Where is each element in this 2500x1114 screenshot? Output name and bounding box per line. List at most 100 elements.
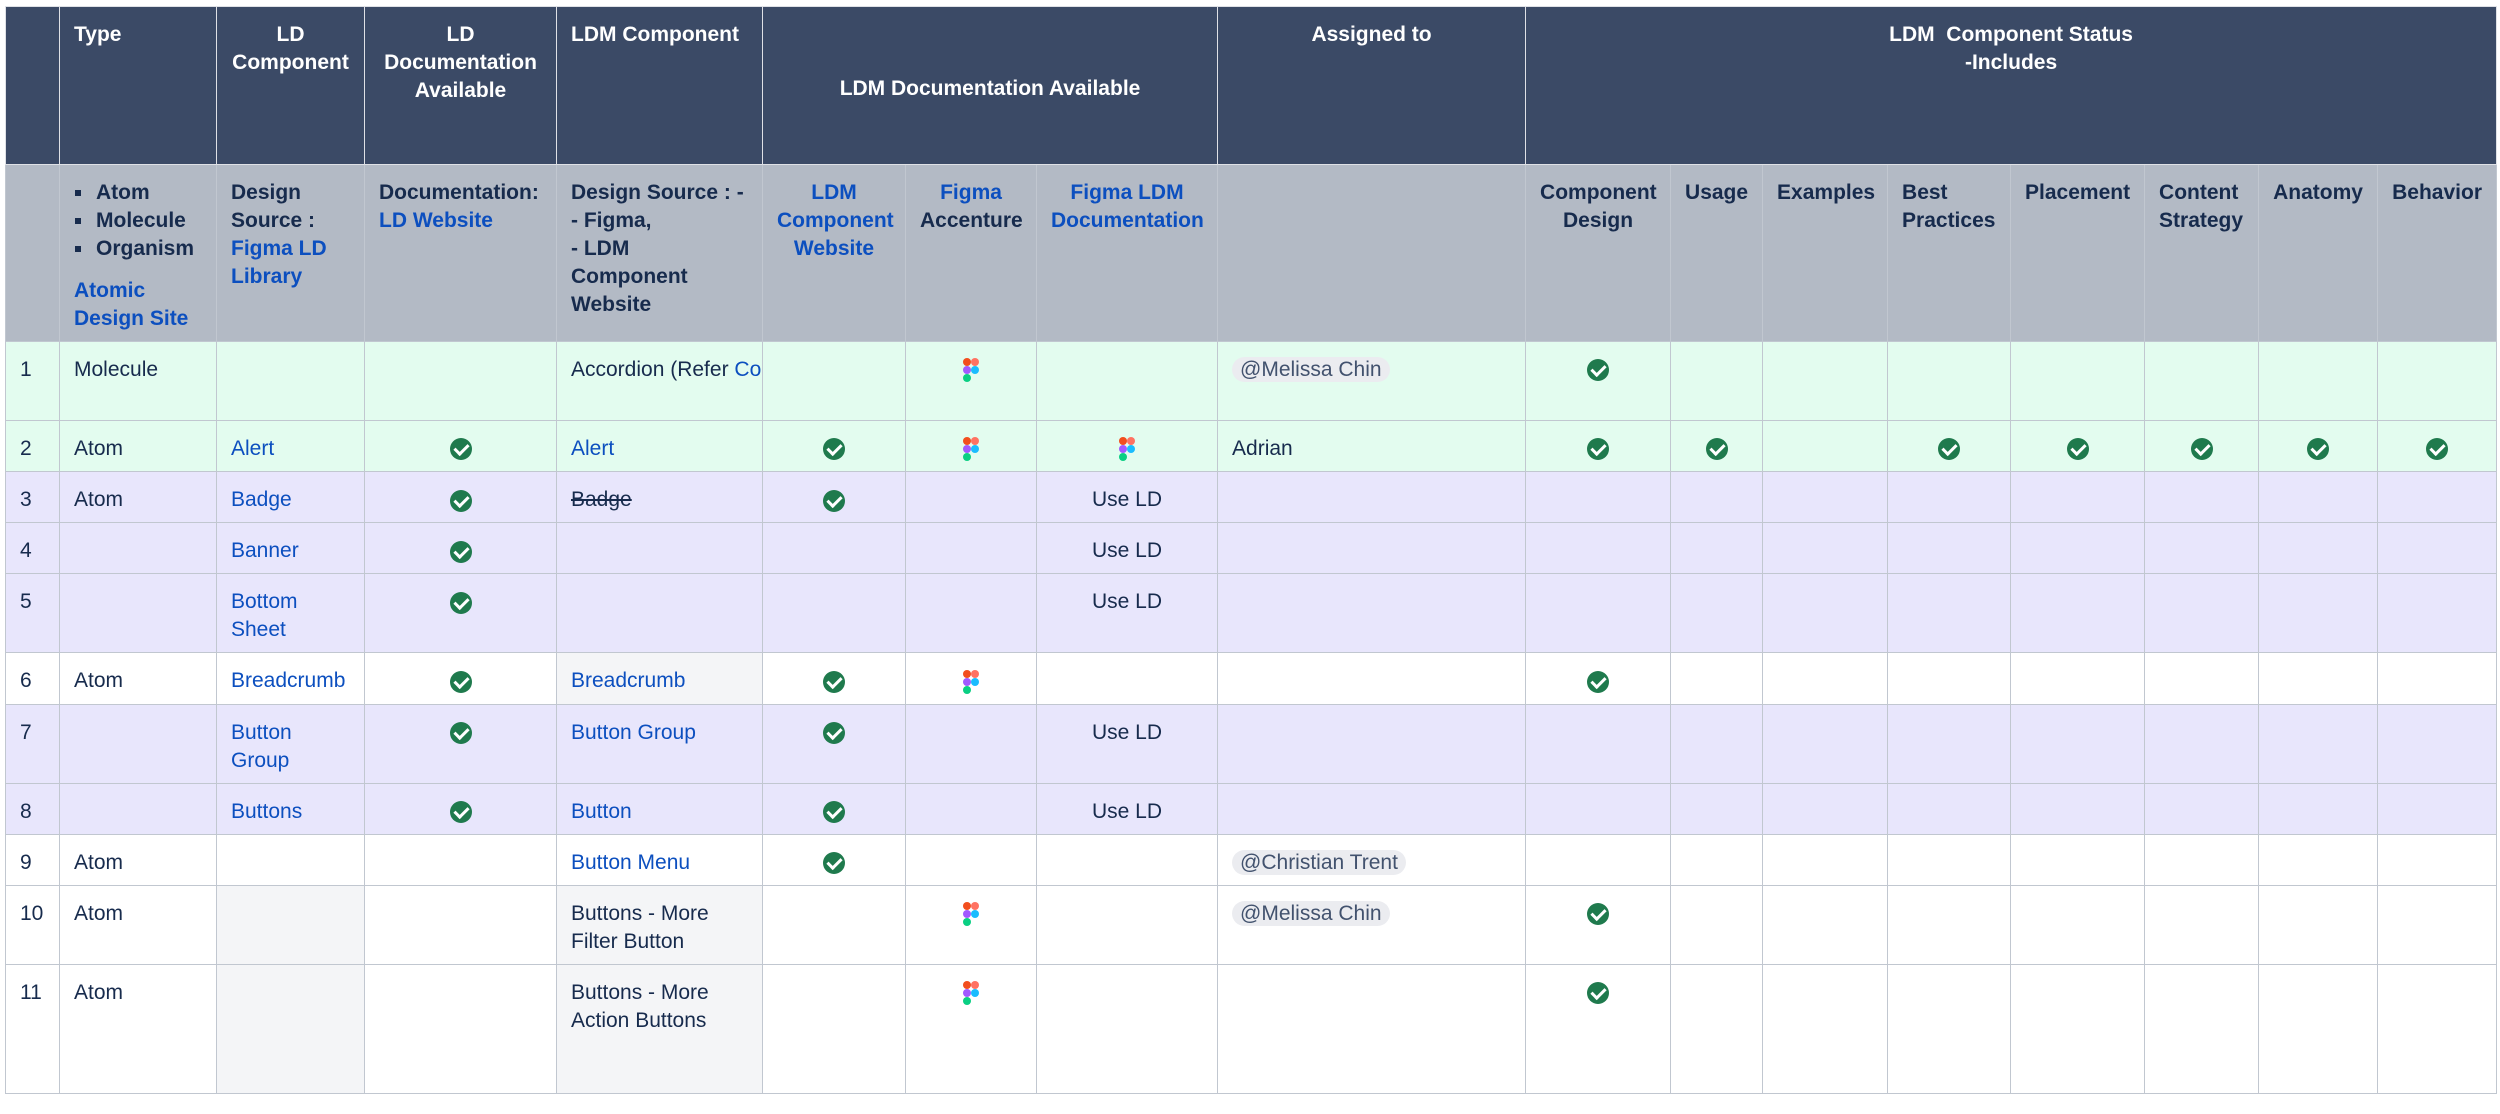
row-number: 5 <box>5 573 60 654</box>
check-circle-icon <box>823 852 845 875</box>
row-ldm-component: Button <box>556 782 763 835</box>
row-type <box>59 573 217 654</box>
row-ld-component: Breadcrumb <box>216 652 365 705</box>
component-status-table: Type LD Component LD Documentation Avail… <box>5 6 2498 1094</box>
row-component-design <box>1525 884 1672 965</box>
ldm-component-website-link[interactable]: LDM Component Website <box>777 181 894 260</box>
row-assigned: @Melissa Chin <box>1217 884 1527 965</box>
header-type: Type <box>59 6 217 165</box>
header-ldm-documentation: LDM Documentation Available <box>761 6 1219 165</box>
ldm-link[interactable]: Button Group <box>571 720 696 744</box>
table-row: 8 Buttons Button Use LD <box>5 782 2498 835</box>
ldm-link[interactable]: Button Menu <box>571 850 691 874</box>
row-figma <box>905 341 1037 421</box>
subheader-placement: Placement <box>2010 164 2146 342</box>
ld-link[interactable]: Breadcrumb <box>231 669 346 693</box>
row-ldm-component: Badge <box>556 471 763 524</box>
subheader-anatomy: Anatomy <box>2258 164 2379 342</box>
row-ld-doc <box>364 703 557 784</box>
row-ld-component: Banner <box>216 522 365 575</box>
row-ld-component <box>216 341 365 421</box>
figma-icon[interactable] <box>963 435 979 463</box>
check-circle-icon <box>823 438 845 461</box>
subheader-examples: Examples <box>1762 164 1889 342</box>
row-assigned: @Christian Trent <box>1217 833 1527 886</box>
header-assigned-to: Assigned to <box>1217 6 1527 165</box>
ld-link[interactable]: Button Group <box>231 720 292 772</box>
figma-icon[interactable] <box>1119 435 1136 463</box>
figma-icon[interactable] <box>963 979 979 1007</box>
row-figma <box>905 652 1037 705</box>
row-ldm-component: Button Menu <box>556 833 763 886</box>
ld-website-link[interactable]: LD Website <box>379 209 493 232</box>
row-ldm-website <box>762 419 906 473</box>
ld-link[interactable]: Badge <box>231 488 292 512</box>
type-list: Atom Molecule Organism <box>74 179 202 263</box>
check-circle-icon <box>449 591 472 614</box>
row-ldm-component: Buttons - More Action Buttons <box>556 963 763 1094</box>
row-assigned: Adrian <box>1217 419 1527 473</box>
subheader-figma-ldm-doc: Figma LDM Documentation <box>1035 164 1219 342</box>
row-number: 8 <box>5 782 60 835</box>
ldm-link[interactable]: Button <box>571 799 632 823</box>
check-circle-icon <box>449 801 472 824</box>
design-source-label: Design Source : <box>231 181 316 232</box>
row-ldm-website <box>762 703 906 784</box>
header-row: Type LD Component LD Documentation Avail… <box>5 6 2498 165</box>
row-ldm-website <box>762 652 906 705</box>
figma-ldm-documentation-link[interactable]: Figma LDM Documentation <box>1051 181 1204 232</box>
row-ld-component: Buttons <box>216 782 365 835</box>
figma-icon[interactable] <box>963 356 979 384</box>
user-mention[interactable]: @Christian Trent <box>1232 849 1406 875</box>
row-component-design <box>1525 341 1672 421</box>
type-molecule: Molecule <box>94 207 202 235</box>
subheader-row: Atom Molecule Organism Atomic Design Sit… <box>5 164 2498 342</box>
ldm-design-source-1: Design Source : - <box>571 181 744 204</box>
row-ldm-component: Button Group <box>556 703 763 784</box>
check-circle-icon <box>1587 982 1610 1005</box>
row-type: Atom <box>59 884 217 965</box>
ldm-link[interactable]: Collapse <box>734 358 762 381</box>
ld-link[interactable]: Banner <box>231 539 299 563</box>
row-ldm-website <box>762 471 906 524</box>
row-ld-doc <box>364 782 557 835</box>
ld-link[interactable]: Alert <box>231 437 275 460</box>
row-assigned: @Melissa Chin <box>1217 341 1527 421</box>
figma-ld-library-link[interactable]: Figma LD Library <box>231 237 327 288</box>
atomic-design-link[interactable]: Atomic Design Site <box>74 279 189 330</box>
check-circle-icon <box>1587 670 1610 693</box>
row-use-ld: Use LD <box>1035 782 1219 835</box>
figma-icon[interactable] <box>963 668 979 696</box>
user-mention[interactable]: @Melissa Chin <box>1232 357 1390 382</box>
row-ld-doc <box>364 573 557 654</box>
user-mention[interactable]: @Melissa Chin <box>1232 900 1390 926</box>
check-circle-icon <box>1587 359 1610 382</box>
ld-link[interactable]: Buttons <box>231 799 303 823</box>
header-ld-documentation: LD Documentation Available <box>364 6 557 165</box>
row-number: 1 <box>5 341 60 421</box>
row-number: 3 <box>5 471 60 524</box>
ld-link[interactable]: Bottom Sheet <box>231 590 298 642</box>
row-number: 11 <box>5 963 60 1094</box>
subheader-usage: Usage <box>1670 164 1764 342</box>
row-ld-doc <box>364 522 557 575</box>
ldm-link[interactable]: Breadcrumb <box>571 669 686 693</box>
row-use-ld: Use LD <box>1035 522 1219 575</box>
row-component-design <box>1525 963 1672 1094</box>
row-figma <box>905 471 1037 524</box>
row-component-design <box>1525 652 1672 705</box>
check-circle-icon <box>2307 438 2330 461</box>
row-ldm-website <box>762 782 906 835</box>
check-circle-icon <box>823 670 845 693</box>
check-circle-icon <box>449 722 472 745</box>
figma-icon[interactable] <box>963 900 979 928</box>
check-circle-icon <box>823 801 845 824</box>
subheader-component-design: Component Design <box>1525 164 1672 342</box>
ldm-link[interactable]: Alert <box>571 437 615 460</box>
subheader-behavior: Behavior <box>2377 164 2498 342</box>
figma-link[interactable]: Figma <box>940 181 1002 204</box>
header-ldm-component: LDM Component <box>556 6 763 165</box>
row-ld-component: Button Group <box>216 703 365 784</box>
check-circle-icon <box>823 722 845 745</box>
subheader-assigned <box>1217 164 1527 342</box>
